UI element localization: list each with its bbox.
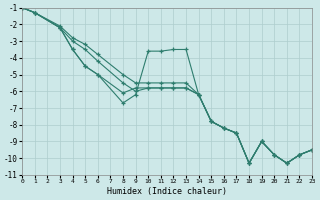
X-axis label: Humidex (Indice chaleur): Humidex (Indice chaleur) <box>107 187 227 196</box>
